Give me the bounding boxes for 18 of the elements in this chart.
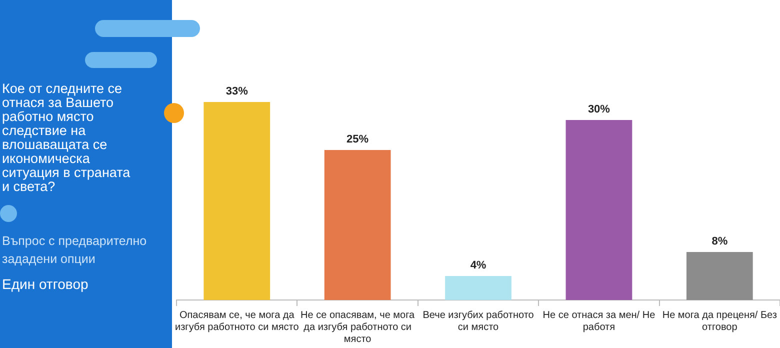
x-tick-label: Опасявам се, че мога да изгубя работното си място xyxy=(174,310,300,333)
data-label: 8% xyxy=(712,236,728,248)
bar xyxy=(445,276,512,300)
text: Кое от следните се отнася за Вашето работно място следствие на влошаващата се икономическа ситуация в страната и света? xyxy=(2,81,132,194)
x-tick-label: Вече изгубих работното си място xyxy=(422,310,534,333)
text: Въпрос с предварително зададени опции xyxy=(2,233,148,268)
bar xyxy=(686,252,753,300)
data-label: 30% xyxy=(588,104,610,116)
x-tick-label: Не се опасявам, че мога да изгубя работното си място xyxy=(300,310,416,345)
x-tick-label: Не мога да преценя/ Без отговор xyxy=(662,310,778,333)
bar xyxy=(324,150,391,300)
bar xyxy=(566,120,632,300)
text: Един отговор xyxy=(2,276,88,292)
data-label: 4% xyxy=(470,260,486,272)
x-tick-label: Не се отнася за мен/ Не работя xyxy=(542,310,656,333)
bar xyxy=(204,102,270,300)
data-label: 25% xyxy=(346,134,369,146)
data-label: 33% xyxy=(226,86,248,98)
